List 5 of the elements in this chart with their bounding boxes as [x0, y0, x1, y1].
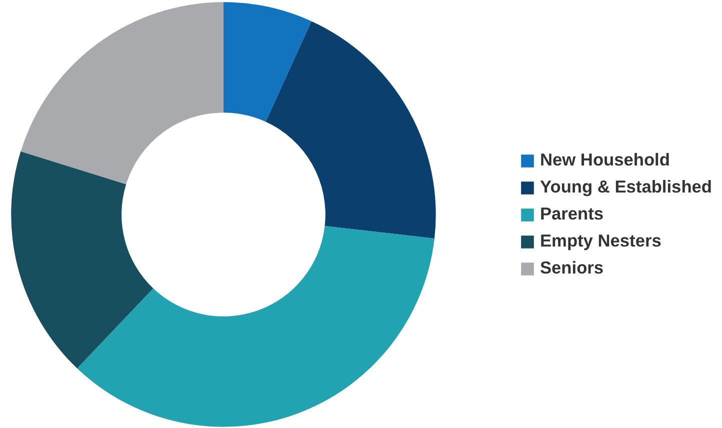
legend-label: Empty Nesters: [540, 230, 662, 252]
legend-label: Seniors: [540, 258, 604, 278]
legend-label: New Household: [540, 150, 670, 170]
legend-label: Young & Established: [540, 176, 712, 198]
legend-label: Parents: [540, 204, 604, 224]
